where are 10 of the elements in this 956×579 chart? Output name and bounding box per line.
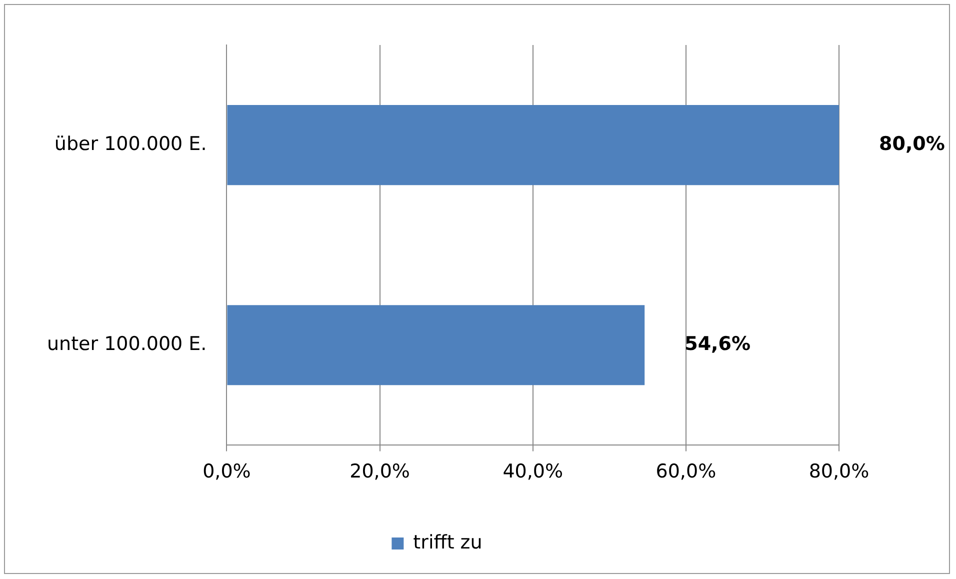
- y-tick-label: über 100.000 E.: [54, 132, 207, 155]
- x-tick-label: 60,0%: [656, 460, 716, 483]
- legend-label: trifft zu: [413, 531, 482, 554]
- x-tick-label: 0,0%: [202, 460, 251, 483]
- y-tick-label: unter 100.000 E.: [46, 333, 207, 356]
- data-label: 80,0%: [879, 132, 945, 155]
- data-label: 54,6%: [684, 333, 751, 356]
- x-tick-label: 20,0%: [350, 460, 410, 483]
- x-tick-label: 40,0%: [502, 460, 564, 483]
- x-tick-label: 80,0%: [808, 460, 870, 483]
